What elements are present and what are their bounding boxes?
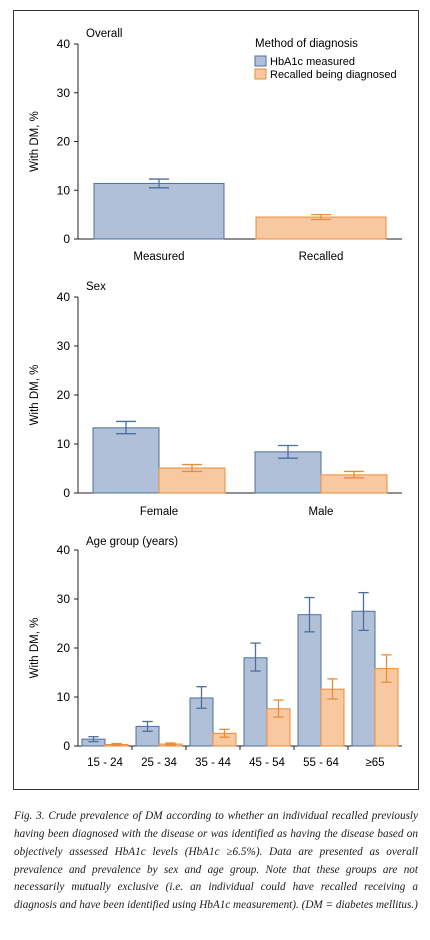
panel2-y-axis-label: With DM, %: [29, 365, 41, 426]
panel3-bar: [297, 614, 322, 747]
legend-swatch: [254, 68, 267, 80]
panel3-x-tick-label: 45 - 54: [249, 757, 285, 769]
panel3-x-tick-label: 55 - 64: [303, 757, 339, 769]
figure-caption: Fig. 3. Crude prevalence of DM according…: [14, 810, 418, 912]
panel3-y-axis-label: With DM, %: [29, 618, 41, 679]
panel2-title: Sex: [86, 281, 106, 293]
panel1-y-tick-label: 0: [63, 232, 70, 246]
legend-title: Method of diagnosis: [255, 38, 358, 50]
panel3-title: Age group (years): [86, 536, 178, 548]
panel1-bar: [93, 182, 225, 240]
panel1-y-tick-label: 10: [57, 183, 71, 197]
panel2-x-tick-label: Female: [140, 506, 178, 518]
panel2-y-tick-label: 30: [57, 339, 71, 353]
panel3-y-tick-label: 10: [57, 690, 71, 704]
panel2-bar: [92, 427, 160, 494]
figure-charts: 0 10 20 30 40 Overall With DM, % Measured Recall…: [29, 28, 402, 769]
panel1-y-tick-label: 20: [57, 135, 71, 149]
panel3-y-tick-label: 20: [57, 641, 71, 655]
figure-frame: [13, 10, 419, 790]
panel1-y-axis-label: With DM, %: [29, 111, 41, 172]
panel2-bar: [158, 467, 226, 494]
panel3-bar: [351, 610, 376, 747]
panel3-x-tick-label: 35 - 44: [195, 757, 231, 769]
panel1-x-tick-label: Recalled: [299, 251, 344, 263]
panel2-y-tick-label: 10: [57, 437, 71, 451]
panel1-title: Overall: [86, 28, 122, 40]
legend-label: Recalled being diagnosed: [270, 69, 397, 81]
panel3-x-tick-label: ≥65: [365, 757, 384, 769]
panel2-y-tick-label: 0: [63, 486, 70, 500]
panel1-bar: [255, 216, 387, 240]
panel2-y-tick-label: 40: [57, 290, 71, 304]
panel3-x-tick-label: 15 - 24: [87, 757, 123, 769]
legend-swatch: [254, 55, 267, 67]
panel3-y-tick-label: 0: [63, 739, 70, 753]
legend-label: HbA1c measured: [270, 56, 355, 68]
panel2-x-tick-label: Male: [309, 506, 334, 518]
panel3-y-tick-label: 40: [57, 543, 71, 557]
panel1-y-tick-label: 40: [57, 37, 71, 51]
panel1-y-tick-label: 30: [57, 86, 71, 100]
panel1-x-tick-label: Measured: [133, 251, 184, 263]
panel2-y-tick-label: 20: [57, 388, 71, 402]
panel3-y-tick-label: 30: [57, 592, 71, 606]
panel3-x-tick-label: 25 - 34: [141, 757, 177, 769]
